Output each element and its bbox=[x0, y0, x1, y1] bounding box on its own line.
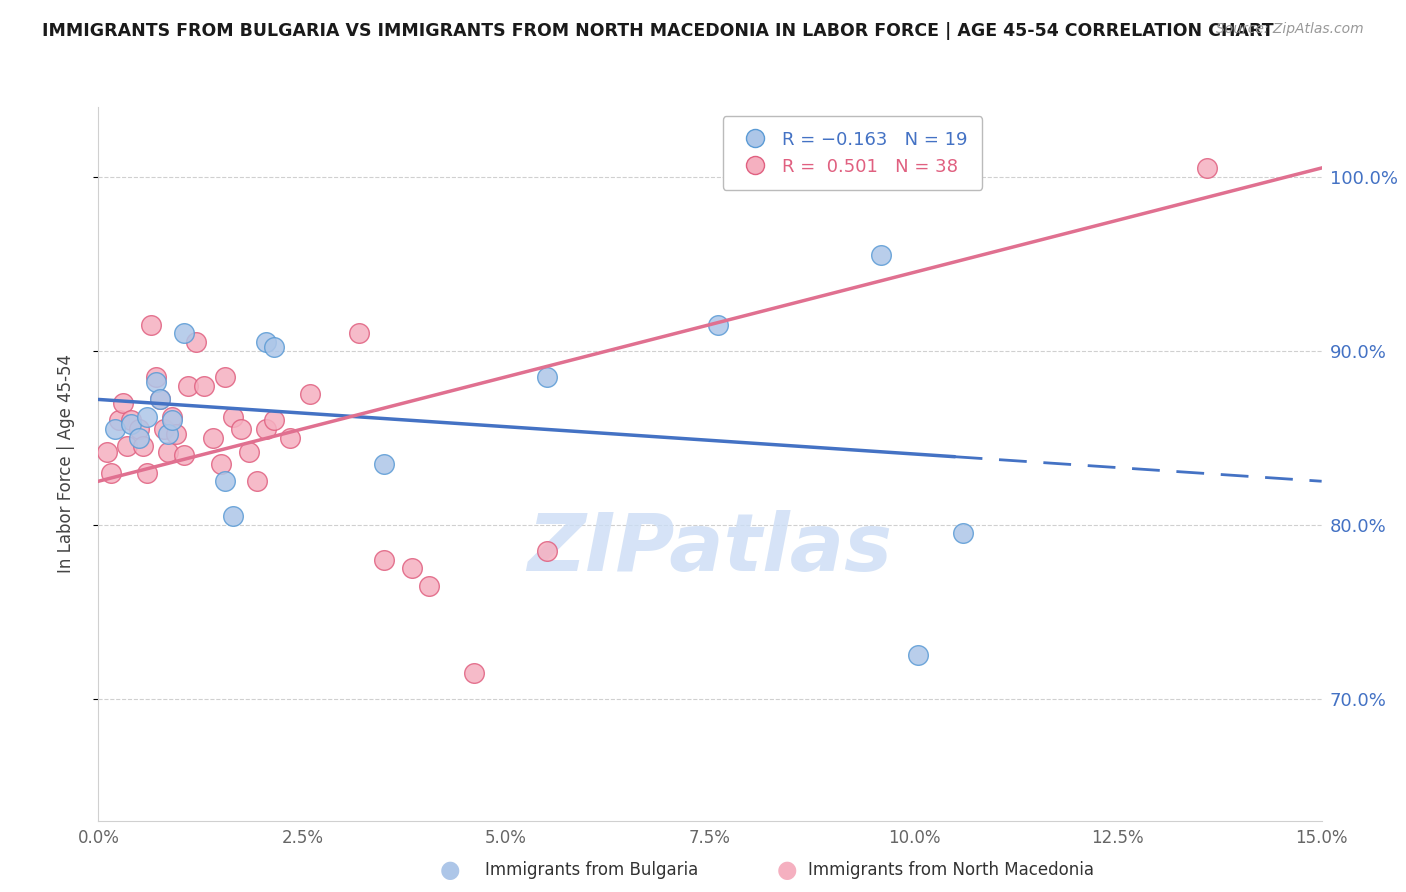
Point bbox=[238, 444, 260, 458]
Point bbox=[193, 378, 215, 392]
Text: Immigrants from North Macedonia: Immigrants from North Macedonia bbox=[808, 861, 1094, 879]
Point bbox=[108, 413, 131, 427]
Point bbox=[254, 422, 277, 436]
Y-axis label: In Labor Force | Age 45-54: In Labor Force | Age 45-54 bbox=[56, 354, 75, 574]
Point bbox=[299, 387, 322, 401]
Point bbox=[160, 413, 183, 427]
Point bbox=[1197, 161, 1219, 175]
Point bbox=[222, 509, 245, 524]
Point bbox=[156, 427, 179, 442]
Point bbox=[173, 326, 195, 341]
Point bbox=[120, 413, 142, 427]
Point bbox=[222, 409, 245, 424]
Point bbox=[186, 334, 208, 349]
Point bbox=[401, 561, 423, 575]
Point bbox=[246, 475, 269, 489]
Text: Immigrants from Bulgaria: Immigrants from Bulgaria bbox=[485, 861, 699, 879]
Point bbox=[263, 413, 285, 427]
Point bbox=[231, 422, 253, 436]
Point bbox=[463, 665, 485, 680]
Point bbox=[536, 544, 558, 558]
Point bbox=[373, 552, 395, 566]
Point bbox=[536, 369, 558, 384]
Point bbox=[418, 579, 440, 593]
Point bbox=[149, 392, 172, 407]
Point bbox=[115, 439, 138, 453]
Point bbox=[149, 392, 172, 407]
Point bbox=[132, 439, 155, 453]
Point bbox=[136, 466, 159, 480]
Text: ●: ● bbox=[440, 858, 460, 881]
Point bbox=[201, 431, 224, 445]
Point bbox=[165, 427, 187, 442]
Point bbox=[254, 334, 277, 349]
Point bbox=[145, 375, 167, 389]
Point bbox=[349, 326, 371, 341]
Point bbox=[111, 396, 134, 410]
Text: ZIPatlas: ZIPatlas bbox=[527, 510, 893, 589]
Legend: R = −0.163   N = 19, R =  0.501   N = 38: R = −0.163 N = 19, R = 0.501 N = 38 bbox=[723, 116, 983, 190]
Text: ●: ● bbox=[778, 858, 797, 881]
Point bbox=[128, 431, 150, 445]
Point bbox=[120, 417, 142, 431]
Point bbox=[128, 422, 150, 436]
Point bbox=[278, 431, 301, 445]
Point bbox=[707, 318, 730, 332]
Point bbox=[104, 422, 127, 436]
Point bbox=[209, 457, 232, 471]
Point bbox=[870, 248, 893, 262]
Point bbox=[156, 444, 179, 458]
Point bbox=[214, 475, 236, 489]
Point bbox=[373, 457, 395, 471]
Point bbox=[152, 422, 174, 436]
Point bbox=[160, 409, 183, 424]
Point bbox=[145, 369, 167, 384]
Point bbox=[173, 448, 195, 462]
Point bbox=[907, 648, 929, 663]
Point bbox=[952, 526, 974, 541]
Point bbox=[96, 444, 118, 458]
Point bbox=[141, 318, 163, 332]
Point bbox=[263, 340, 285, 354]
Point bbox=[136, 409, 159, 424]
Point bbox=[177, 378, 200, 392]
Text: Source: ZipAtlas.com: Source: ZipAtlas.com bbox=[1216, 22, 1364, 37]
Point bbox=[214, 369, 236, 384]
Point bbox=[100, 466, 122, 480]
Text: IMMIGRANTS FROM BULGARIA VS IMMIGRANTS FROM NORTH MACEDONIA IN LABOR FORCE | AGE: IMMIGRANTS FROM BULGARIA VS IMMIGRANTS F… bbox=[42, 22, 1274, 40]
